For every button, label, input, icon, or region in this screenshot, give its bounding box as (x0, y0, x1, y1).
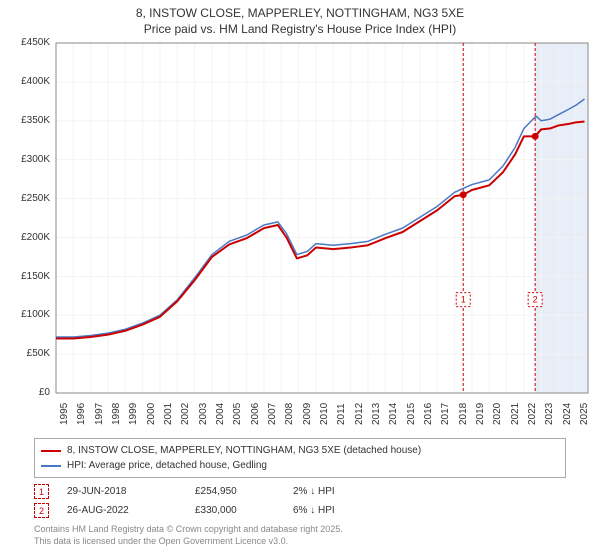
x-tick-label: 2004 (215, 403, 226, 425)
title-line2: Price paid vs. HM Land Registry's House … (8, 22, 592, 38)
sales-table: 1 29-JUN-2018 £254,950 2% ↓ HPI 2 26-AUG… (34, 482, 566, 520)
sale-date: 29-JUN-2018 (67, 486, 177, 497)
legend-label: HPI: Average price, detached house, Gedl… (67, 458, 267, 473)
y-tick-label: £0 (10, 387, 50, 398)
x-tick-label: 2012 (354, 403, 365, 425)
sale-price: £254,950 (195, 486, 275, 497)
x-tick-label: 1996 (76, 403, 87, 425)
y-tick-label: £250K (10, 193, 50, 204)
x-tick-label: 2014 (388, 403, 399, 425)
y-tick-label: £150K (10, 271, 50, 282)
sale-price: £330,000 (195, 505, 275, 516)
sale-marker-icon: 2 (34, 503, 49, 518)
legend-label: 8, INSTOW CLOSE, MAPPERLEY, NOTTINGHAM, … (67, 443, 421, 458)
x-tick-label: 2022 (527, 403, 538, 425)
chart-area: 12 £0£50K£100K£150K£200K£250K£300K£350K£… (10, 39, 590, 434)
x-tick-label: 2013 (371, 403, 382, 425)
x-tick-label: 2000 (146, 403, 157, 425)
x-tick-label: 2019 (475, 403, 486, 425)
x-tick-label: 1995 (59, 403, 70, 425)
x-tick-label: 1997 (94, 403, 105, 425)
chart-container: 8, INSTOW CLOSE, MAPPERLEY, NOTTINGHAM, … (0, 0, 600, 560)
x-tick-label: 2001 (163, 403, 174, 425)
x-tick-label: 2007 (267, 403, 278, 425)
y-tick-label: £350K (10, 115, 50, 126)
x-tick-label: 2016 (423, 403, 434, 425)
svg-text:2: 2 (533, 295, 538, 305)
legend-item: HPI: Average price, detached house, Gedl… (41, 458, 559, 473)
x-tick-label: 1998 (111, 403, 122, 425)
x-tick-label: 2005 (232, 403, 243, 425)
x-tick-label: 1999 (128, 403, 139, 425)
x-tick-label: 2006 (250, 403, 261, 425)
credit-text: Contains HM Land Registry data © Crown c… (34, 524, 566, 547)
x-tick-label: 2009 (302, 403, 313, 425)
y-tick-label: £400K (10, 76, 50, 87)
table-row: 1 29-JUN-2018 £254,950 2% ↓ HPI (34, 482, 566, 501)
x-tick-label: 2003 (198, 403, 209, 425)
legend-swatch (41, 465, 61, 467)
x-tick-label: 2020 (492, 403, 503, 425)
sale-date: 26-AUG-2022 (67, 505, 177, 516)
y-tick-label: £450K (10, 37, 50, 48)
sale-diff: 6% ↓ HPI (293, 505, 373, 516)
sale-marker-icon: 1 (34, 484, 49, 499)
x-tick-label: 2025 (579, 403, 590, 425)
y-tick-label: £50K (10, 348, 50, 359)
legend-swatch (41, 450, 61, 452)
x-tick-label: 2018 (458, 403, 469, 425)
credit-line: This data is licensed under the Open Gov… (34, 536, 566, 548)
y-tick-label: £300K (10, 154, 50, 165)
svg-text:1: 1 (461, 295, 466, 305)
x-tick-label: 2021 (510, 403, 521, 425)
x-tick-label: 2011 (336, 404, 347, 426)
legend-item: 8, INSTOW CLOSE, MAPPERLEY, NOTTINGHAM, … (41, 443, 559, 458)
table-row: 2 26-AUG-2022 £330,000 6% ↓ HPI (34, 501, 566, 520)
chart-svg: 12 (10, 39, 590, 434)
legend: 8, INSTOW CLOSE, MAPPERLEY, NOTTINGHAM, … (34, 438, 566, 478)
credit-line: Contains HM Land Registry data © Crown c… (34, 524, 566, 536)
x-tick-label: 2008 (284, 403, 295, 425)
x-tick-label: 2002 (180, 403, 191, 425)
y-tick-label: £200K (10, 232, 50, 243)
chart-title: 8, INSTOW CLOSE, MAPPERLEY, NOTTINGHAM, … (0, 0, 600, 39)
x-tick-label: 2010 (319, 403, 330, 425)
x-tick-label: 2023 (544, 403, 555, 425)
x-tick-label: 2015 (406, 403, 417, 425)
y-tick-label: £100K (10, 309, 50, 320)
title-line1: 8, INSTOW CLOSE, MAPPERLEY, NOTTINGHAM, … (8, 6, 592, 22)
sale-diff: 2% ↓ HPI (293, 486, 373, 497)
x-tick-label: 2017 (440, 403, 451, 425)
x-tick-label: 2024 (562, 403, 573, 425)
